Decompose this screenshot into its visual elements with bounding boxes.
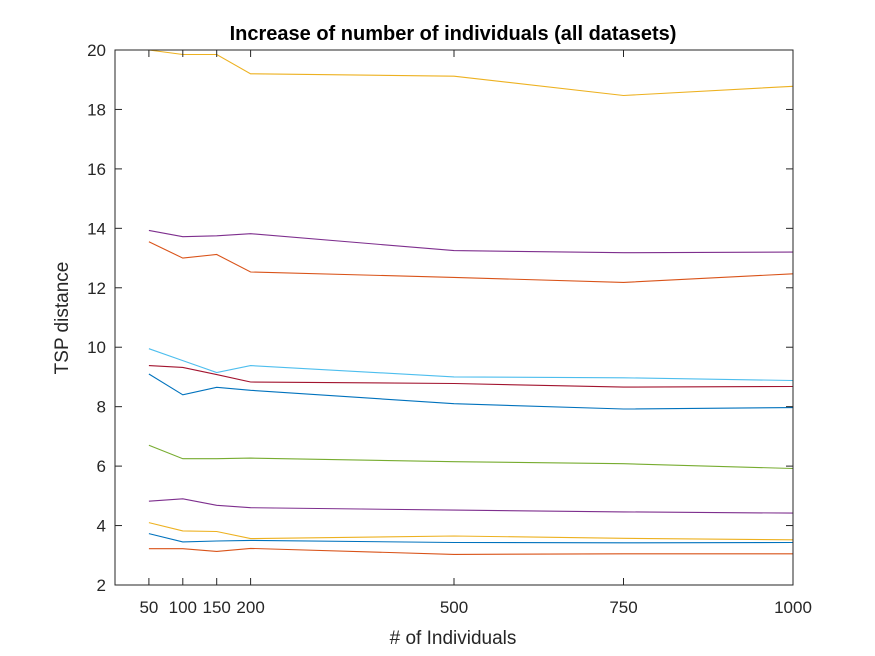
series-line-3: [148, 49, 794, 97]
y-tick-label: 18: [87, 100, 106, 119]
y-tick-label: 4: [97, 517, 106, 536]
y-tick-label: 12: [87, 279, 106, 298]
x-tick-label: 500: [440, 598, 468, 617]
y-tick-label: 16: [87, 160, 106, 179]
y-tick-label: 14: [87, 219, 106, 238]
series-line-4: [148, 229, 794, 254]
y-axis-ticks: 2 4 6 8 10 12 14 16 18 20: [87, 41, 793, 595]
y-tick-label: 6: [97, 457, 106, 476]
series-line-11: [148, 498, 794, 514]
series-line-2: [148, 241, 794, 283]
x-axis-ticks: 50 100 150 200 500 750 1000: [139, 50, 812, 617]
series-line-9: [148, 547, 793, 555]
y-tick-label: 10: [87, 338, 106, 357]
series-line-8: [148, 533, 794, 544]
x-tick-label: 150: [203, 598, 231, 617]
series-line-7: [148, 365, 794, 388]
x-tick-label: 200: [236, 598, 264, 617]
chart-title: Increase of number of individuals (all d…: [230, 23, 677, 45]
y-tick-label: 2: [97, 576, 106, 595]
series-line-5: [148, 444, 794, 470]
x-tick-label: 1000: [774, 598, 812, 617]
series-line-10: [148, 522, 794, 541]
x-tick-label: 100: [169, 598, 197, 617]
y-tick-label: 20: [87, 41, 106, 60]
series-layer: [148, 49, 794, 555]
x-tick-label: 750: [609, 598, 637, 617]
x-tick-label: 50: [139, 598, 158, 617]
y-tick-label: 8: [97, 398, 106, 417]
series-line-6: [148, 348, 794, 382]
x-axis-label: # of Individuals: [390, 628, 517, 649]
y-axis-label: TSP distance: [52, 262, 73, 375]
series-line-1: [148, 373, 794, 410]
